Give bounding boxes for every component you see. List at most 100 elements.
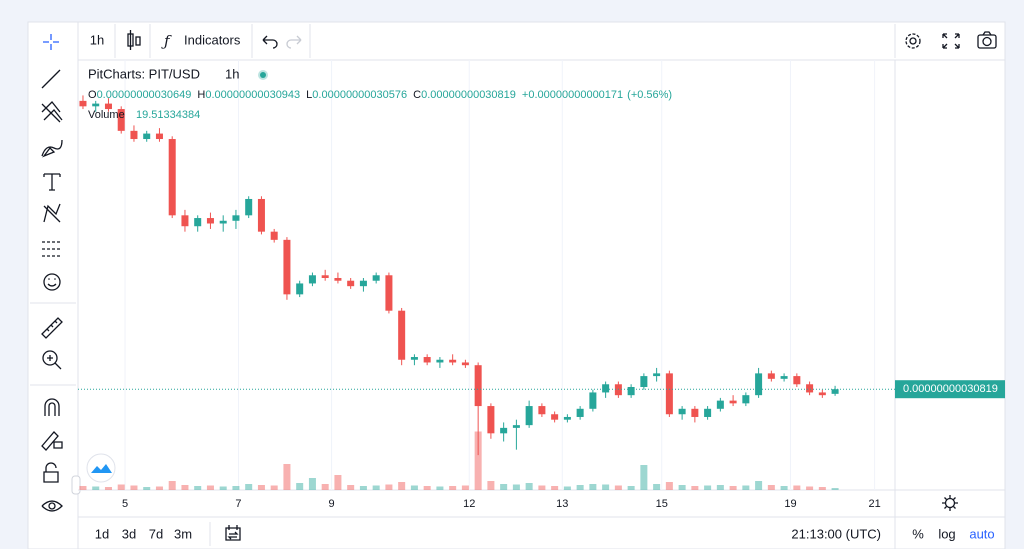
measure-tool[interactable] bbox=[41, 317, 63, 339]
zoom-tool[interactable] bbox=[42, 350, 62, 370]
goto-date-button[interactable] bbox=[225, 525, 241, 541]
candle-body bbox=[627, 386, 635, 396]
range-button[interactable]: 3d bbox=[122, 526, 136, 541]
x-tick-label: 19 bbox=[784, 498, 796, 510]
volume-bar bbox=[767, 485, 775, 490]
candle-body bbox=[92, 103, 100, 107]
volume-bar bbox=[793, 485, 801, 490]
candle-body bbox=[104, 103, 112, 110]
screenshot-button[interactable] bbox=[977, 31, 997, 49]
volume-bar bbox=[461, 485, 469, 490]
volume-value: 19.51334384 bbox=[136, 109, 200, 121]
candle-body bbox=[525, 406, 533, 426]
candle-body bbox=[168, 139, 176, 216]
auto-button[interactable]: auto bbox=[969, 526, 994, 541]
percent-button[interactable]: % bbox=[912, 526, 924, 541]
volume-bar bbox=[691, 486, 699, 490]
brush-tool[interactable] bbox=[41, 139, 63, 158]
candle-body bbox=[257, 198, 265, 232]
candle-body bbox=[206, 218, 214, 224]
volume-bar bbox=[130, 485, 138, 490]
volume-bar bbox=[347, 485, 355, 490]
candle-body bbox=[512, 425, 520, 428]
ohlc-key: H bbox=[197, 89, 205, 101]
candle-body bbox=[678, 408, 686, 415]
volume-bar bbox=[308, 478, 316, 490]
volume-bar bbox=[270, 485, 278, 490]
candle-body bbox=[538, 406, 546, 415]
candle-body bbox=[155, 133, 163, 140]
x-tick-label: 21 bbox=[868, 498, 880, 510]
volume-bar bbox=[627, 486, 635, 490]
visibility-tool[interactable] bbox=[41, 500, 63, 512]
last-price-label: 0.00000000030819 bbox=[903, 383, 998, 395]
volume-bar bbox=[563, 486, 571, 490]
candle-body bbox=[321, 275, 329, 278]
log-button[interactable]: log bbox=[938, 526, 955, 541]
candle-body bbox=[729, 400, 737, 404]
redo-button[interactable] bbox=[286, 35, 302, 49]
fib-tool[interactable] bbox=[41, 101, 63, 123]
volume-bar bbox=[155, 486, 163, 490]
candle-type-button[interactable] bbox=[127, 30, 141, 50]
candle-body bbox=[767, 373, 775, 379]
candle-body bbox=[793, 376, 801, 385]
range-button[interactable]: 1d bbox=[95, 526, 109, 541]
candle-body bbox=[296, 283, 304, 295]
volume-bar bbox=[168, 481, 176, 490]
candle-body bbox=[385, 275, 393, 311]
text-tool[interactable] bbox=[43, 173, 61, 191]
x-tick-label: 13 bbox=[556, 498, 568, 510]
lock-tool[interactable] bbox=[43, 462, 59, 483]
trendline-tool[interactable] bbox=[41, 69, 61, 89]
range-button[interactable]: 3m bbox=[174, 526, 192, 541]
volume-bar bbox=[385, 484, 393, 490]
undo-button[interactable] bbox=[262, 35, 278, 49]
volume-label: Volume bbox=[88, 109, 125, 121]
volume-bar bbox=[487, 481, 495, 490]
volume-bar bbox=[818, 487, 826, 490]
indicators-button[interactable]: Indicators bbox=[184, 32, 241, 47]
candle-body bbox=[461, 362, 469, 366]
crosshair-tool[interactable] bbox=[43, 34, 59, 50]
magnet-tool[interactable] bbox=[44, 398, 60, 416]
fullscreen-button[interactable] bbox=[942, 33, 960, 49]
volume-bar bbox=[296, 483, 304, 490]
volume-bar bbox=[525, 483, 533, 490]
ohlc-value: 0.00000000030649 bbox=[97, 89, 192, 101]
pattern-tool[interactable] bbox=[43, 203, 61, 223]
candle-body bbox=[181, 215, 189, 227]
volume-bar bbox=[780, 486, 788, 490]
icon-tool[interactable] bbox=[43, 273, 61, 291]
ohlc-value: 0.00000000030576 bbox=[312, 89, 407, 101]
lock-drawings-tool[interactable] bbox=[41, 431, 63, 451]
volume-bar bbox=[602, 484, 610, 490]
candle-body bbox=[691, 408, 699, 417]
candle-body bbox=[143, 133, 151, 140]
volume-bar bbox=[665, 482, 673, 490]
last-price-tag bbox=[895, 380, 1005, 399]
axis-settings-button[interactable] bbox=[942, 495, 958, 511]
change-percent: (+0.56%) bbox=[627, 89, 672, 101]
candle-body bbox=[665, 373, 673, 415]
volume-bar bbox=[117, 484, 125, 490]
candle-body bbox=[780, 376, 788, 379]
candle-body bbox=[755, 373, 763, 396]
ohlc-key: O bbox=[88, 89, 97, 101]
candle-body bbox=[653, 373, 661, 377]
candle-body bbox=[232, 215, 240, 221]
candle-body bbox=[347, 280, 355, 287]
candle-body bbox=[742, 395, 750, 404]
volume-bar bbox=[410, 485, 418, 490]
range-button[interactable]: 7d bbox=[149, 526, 163, 541]
logo[interactable] bbox=[86, 453, 116, 483]
interval-button[interactable]: 1h bbox=[90, 32, 104, 47]
prediction-tool[interactable] bbox=[42, 241, 62, 257]
candle-body bbox=[359, 280, 367, 287]
candle-body bbox=[818, 392, 826, 396]
settings-button[interactable] bbox=[905, 33, 921, 49]
volume-bar bbox=[449, 486, 457, 490]
sidebar-toggle[interactable] bbox=[71, 475, 81, 495]
widget bbox=[27, 21, 1006, 549]
